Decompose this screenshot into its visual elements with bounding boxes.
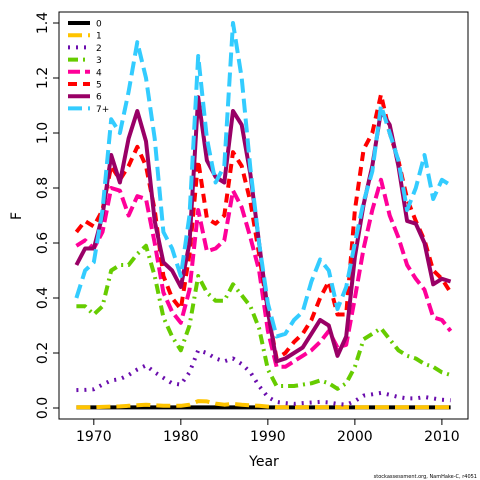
x-tick-label: 1970 bbox=[76, 429, 112, 445]
series-line-4 bbox=[75, 177, 453, 369]
legend-label: 4 bbox=[96, 68, 102, 78]
y-tick-label: 1.4 bbox=[35, 12, 51, 34]
y-tick-label: 0.0 bbox=[35, 397, 51, 419]
credit-text: stockassessment.org, NamHake-C, r4051 bbox=[374, 474, 477, 480]
series-line-2 bbox=[76, 348, 451, 407]
y-tick-label: 0.4 bbox=[35, 287, 51, 309]
y-axis-title: F bbox=[9, 212, 25, 220]
y-tick-label: 0.8 bbox=[35, 177, 51, 199]
x-tick-label: 2000 bbox=[337, 429, 373, 445]
legend-label: 6 bbox=[96, 93, 102, 103]
legend-label: 1 bbox=[96, 32, 102, 42]
series-layer bbox=[74, 21, 453, 410]
legend-label: 5 bbox=[96, 81, 102, 91]
x-axis: 1970 1980 1990 2000 2010 bbox=[76, 419, 460, 445]
y-tick-label: 0.6 bbox=[35, 232, 51, 254]
legend-label: 0 bbox=[96, 20, 102, 30]
x-tick-label: 1980 bbox=[163, 429, 199, 445]
series-line-3 bbox=[76, 243, 452, 391]
legend-label: 2 bbox=[96, 44, 102, 54]
legend: 0 1 2 3 4 5 6 7+ bbox=[68, 20, 109, 115]
y-tick-label: 1.2 bbox=[35, 67, 51, 89]
series-line-1 bbox=[76, 399, 451, 410]
plot-frame bbox=[58, 11, 469, 420]
series-line-5 bbox=[74, 92, 453, 361]
x-axis-title: Year bbox=[248, 454, 279, 470]
y-tick-label: 0.2 bbox=[35, 342, 51, 364]
x-tick-label: 1990 bbox=[250, 429, 286, 445]
y-axis: 0.0 0.2 0.4 0.6 0.8 1.0 1.2 1.4 bbox=[35, 12, 59, 419]
legend-label: 7+ bbox=[96, 105, 109, 115]
y-tick-label: 1.0 bbox=[35, 122, 51, 144]
x-tick-label: 2010 bbox=[424, 429, 460, 445]
legend-label: 3 bbox=[96, 56, 102, 66]
